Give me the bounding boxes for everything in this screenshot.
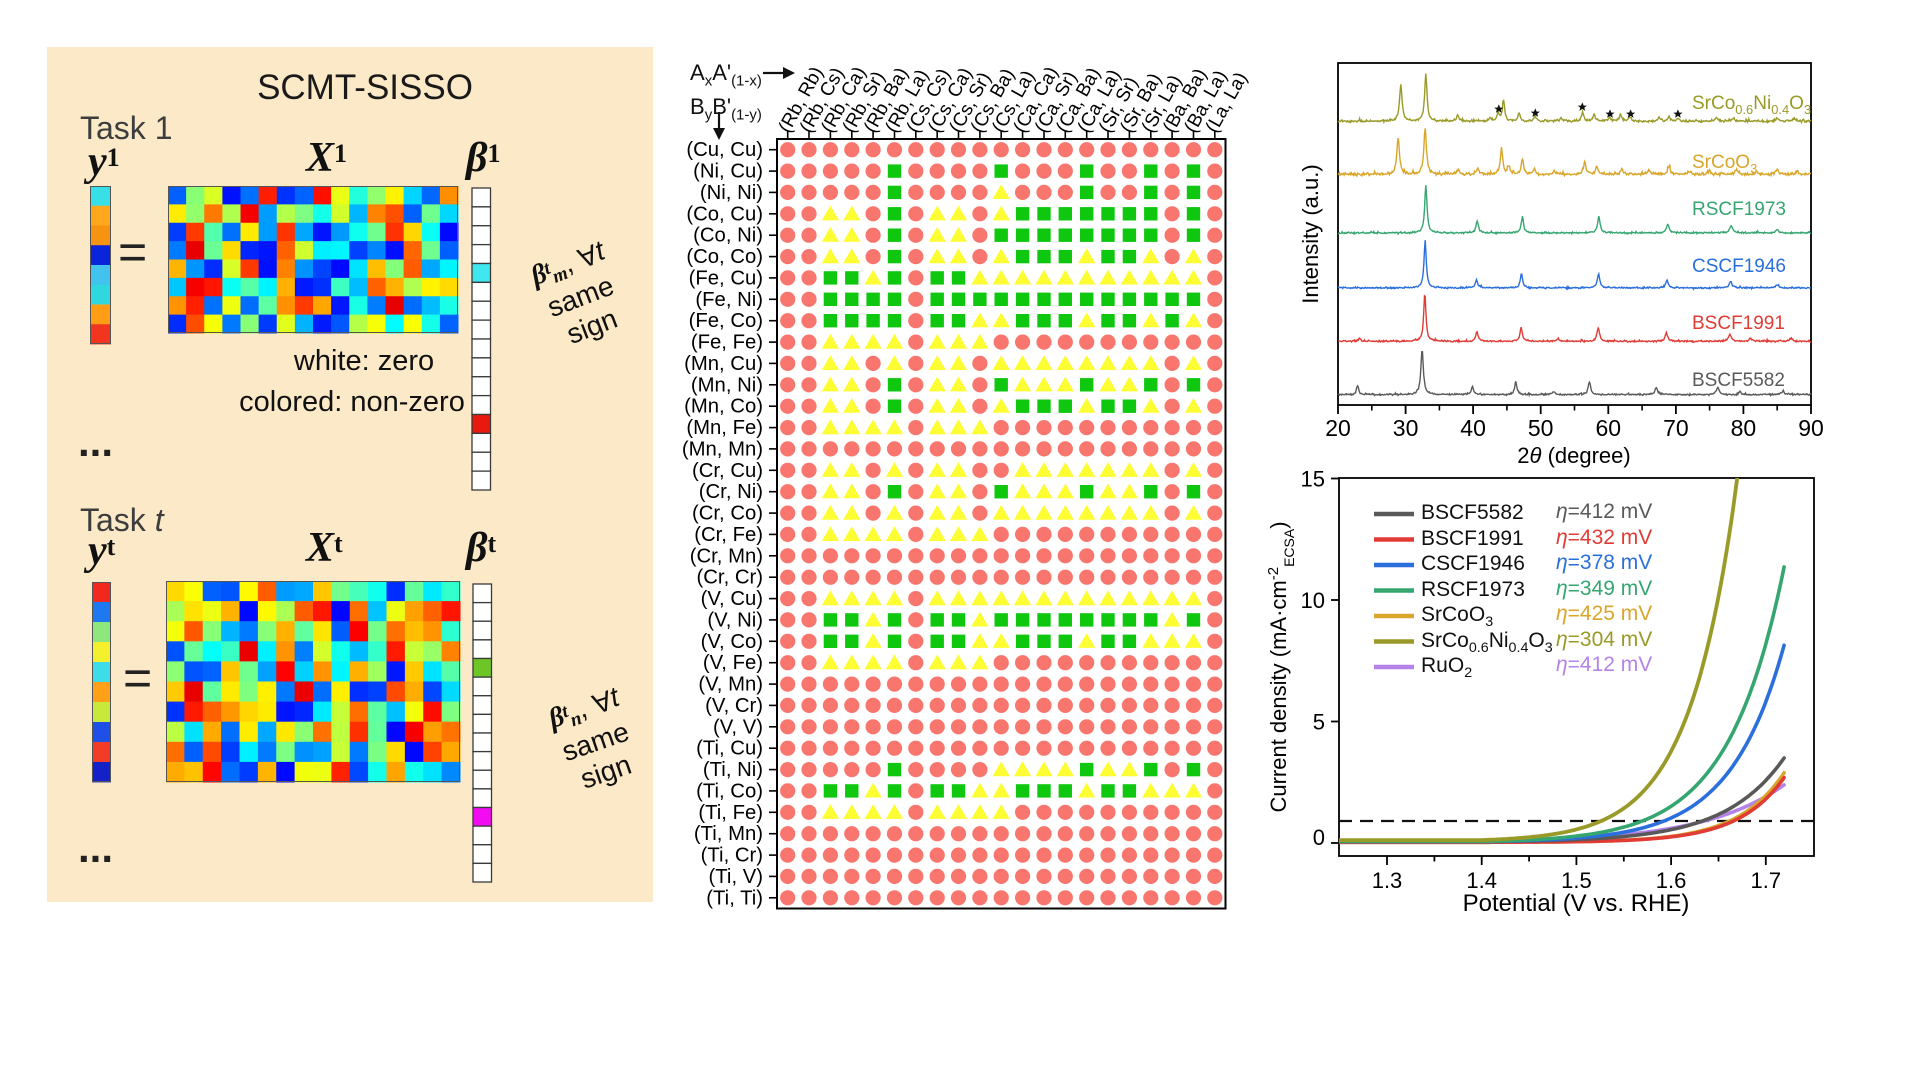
svg-text:80: 80 <box>1731 415 1757 441</box>
svg-text:(Ti, Ni): (Ti, Ni) <box>703 759 763 781</box>
svg-text:(Fe, Fe): (Fe, Fe) <box>691 332 763 354</box>
svg-text:10: 10 <box>1301 588 1325 613</box>
svg-text:70: 70 <box>1663 415 1689 441</box>
svg-text:(Fe, Cu): (Fe, Cu) <box>689 267 763 289</box>
svg-text:(V, Mn): (V, Mn) <box>698 674 763 696</box>
svg-text:15: 15 <box>1301 467 1325 492</box>
svg-text:(Ni, Ni): (Ni, Ni) <box>700 182 763 204</box>
svg-text:1.7: 1.7 <box>1751 868 1782 893</box>
svg-text:(Cr, Ni): (Cr, Ni) <box>699 481 763 503</box>
svg-text:Potential (V vs. RHE): Potential (V vs. RHE) <box>1463 890 1690 917</box>
svg-text:(Cr, Fe): (Cr, Fe) <box>694 524 763 546</box>
svg-text:(Ti, Ti): (Ti, Ti) <box>706 887 763 909</box>
svg-text:(Co, Co): (Co, Co) <box>686 246 763 268</box>
svg-text:Current density (mA·cm-2ECSA): Current density (mA·cm-2ECSA) <box>1265 521 1298 812</box>
svg-text:60: 60 <box>1596 415 1622 441</box>
svg-text:(Ti, Cr): (Ti, Cr) <box>701 845 763 867</box>
svg-text:(Ti, Co): (Ti, Co) <box>696 780 763 802</box>
svg-text:(Fe, Co): (Fe, Co) <box>689 310 763 332</box>
svg-text:(V, Ni): (V, Ni) <box>707 609 763 631</box>
svg-text:(V, Fe): (V, Fe) <box>703 652 763 674</box>
svg-text:(Cr, Co): (Cr, Co) <box>692 503 763 525</box>
svg-text:50: 50 <box>1528 415 1554 441</box>
svg-text:(Mn, Fe): (Mn, Fe) <box>686 417 763 439</box>
svg-text:(Cr, Cr): (Cr, Cr) <box>697 567 763 589</box>
svg-text:(V, Co): (V, Co) <box>701 631 763 653</box>
svg-text:(Co, Ni): (Co, Ni) <box>693 225 763 247</box>
svg-text:1.6: 1.6 <box>1656 868 1687 893</box>
svg-text:(Mn, Ni): (Mn, Ni) <box>691 374 763 396</box>
svg-text:(Ti, Mn): (Ti, Mn) <box>694 823 763 845</box>
svg-text:(V, V): (V, V) <box>713 716 763 738</box>
svg-text:(V, Cr): (V, Cr) <box>705 695 763 717</box>
svg-text:(Mn, Co): (Mn, Co) <box>684 396 763 418</box>
svg-text:(V, Cu): (V, Cu) <box>701 588 763 610</box>
svg-text:30: 30 <box>1393 415 1419 441</box>
svg-text:1.3: 1.3 <box>1372 868 1403 893</box>
svg-text:90: 90 <box>1798 415 1824 441</box>
svg-text:(Ti, Fe): (Ti, Fe) <box>698 802 763 824</box>
svg-text:2θ (degree): 2θ (degree) <box>1517 443 1630 468</box>
svg-text:(Fe, Ni): (Fe, Ni) <box>695 289 763 311</box>
svg-text:(Ti, Cu): (Ti, Cu) <box>696 738 763 760</box>
svg-text:(Ni, Cu): (Ni, Cu) <box>693 161 763 183</box>
svg-text:0: 0 <box>1313 825 1325 850</box>
svg-text:(Cr, Mn): (Cr, Mn) <box>690 545 763 567</box>
svg-text:(Ti, V): (Ti, V) <box>709 866 763 888</box>
svg-text:(Mn, Cu): (Mn, Cu) <box>684 353 763 375</box>
svg-text:(Cu, Cu): (Cu, Cu) <box>686 139 763 161</box>
svg-text:20: 20 <box>1325 415 1351 441</box>
svg-text:1.5: 1.5 <box>1561 868 1592 893</box>
svg-text:(Co, Cu): (Co, Cu) <box>686 203 763 225</box>
svg-text:Intensity (a.u.): Intensity (a.u.) <box>1298 164 1323 303</box>
svg-text:(Mn, Mn): (Mn, Mn) <box>682 438 763 460</box>
svg-text:5: 5 <box>1313 710 1325 735</box>
svg-text:1.4: 1.4 <box>1466 868 1497 893</box>
svg-text:(Cr, Cu): (Cr, Cu) <box>692 460 763 482</box>
svg-text:40: 40 <box>1460 415 1486 441</box>
